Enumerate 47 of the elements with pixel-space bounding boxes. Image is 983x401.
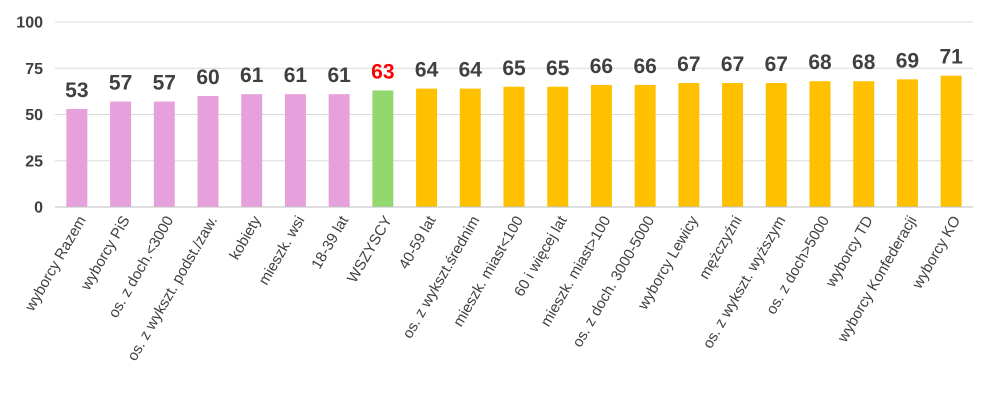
data-label: 67 [764,53,788,76]
bar [547,86,568,207]
bar [940,76,962,207]
y-tick-label: 0 [34,200,44,217]
bar [372,90,394,207]
bar [766,83,787,207]
data-label: 57 [152,72,176,95]
data-label: 66 [633,54,657,78]
bar [241,94,262,207]
bar [896,79,918,207]
data-label: 61 [327,64,352,88]
data-label: 63 [371,60,395,84]
bar [110,102,132,207]
data-label: 71 [939,46,964,69]
bar [66,108,88,207]
bar [722,83,744,207]
data-label: 67 [720,53,744,76]
data-label: 64 [414,58,439,82]
bar [328,94,350,207]
data-label: 68 [808,51,832,74]
bar [853,81,874,207]
bar [284,94,306,207]
bar [504,86,524,207]
bar [810,81,830,207]
bar [416,88,438,207]
bar [590,84,612,207]
bar [198,96,218,207]
y-tick-label: 75 [25,60,44,78]
bar [154,102,175,207]
y-tick-label: 50 [25,107,44,124]
data-label: 64 [458,58,482,82]
data-label: 67 [677,53,701,76]
data-label: 66 [590,54,614,78]
data-label: 61 [284,64,308,88]
data-label: 53 [65,78,89,102]
data-label: 65 [502,56,526,80]
y-tick-label: 25 [25,153,44,170]
data-label: 68 [852,51,876,74]
data-label: 60 [196,66,220,89]
data-label: 65 [546,56,570,80]
data-label: 61 [240,64,264,88]
bar [634,84,656,207]
data-label: 69 [896,49,920,72]
data-label: 57 [108,72,132,95]
bar [460,88,481,207]
y-tick-label: 100 [16,14,44,32]
bar [678,83,700,207]
